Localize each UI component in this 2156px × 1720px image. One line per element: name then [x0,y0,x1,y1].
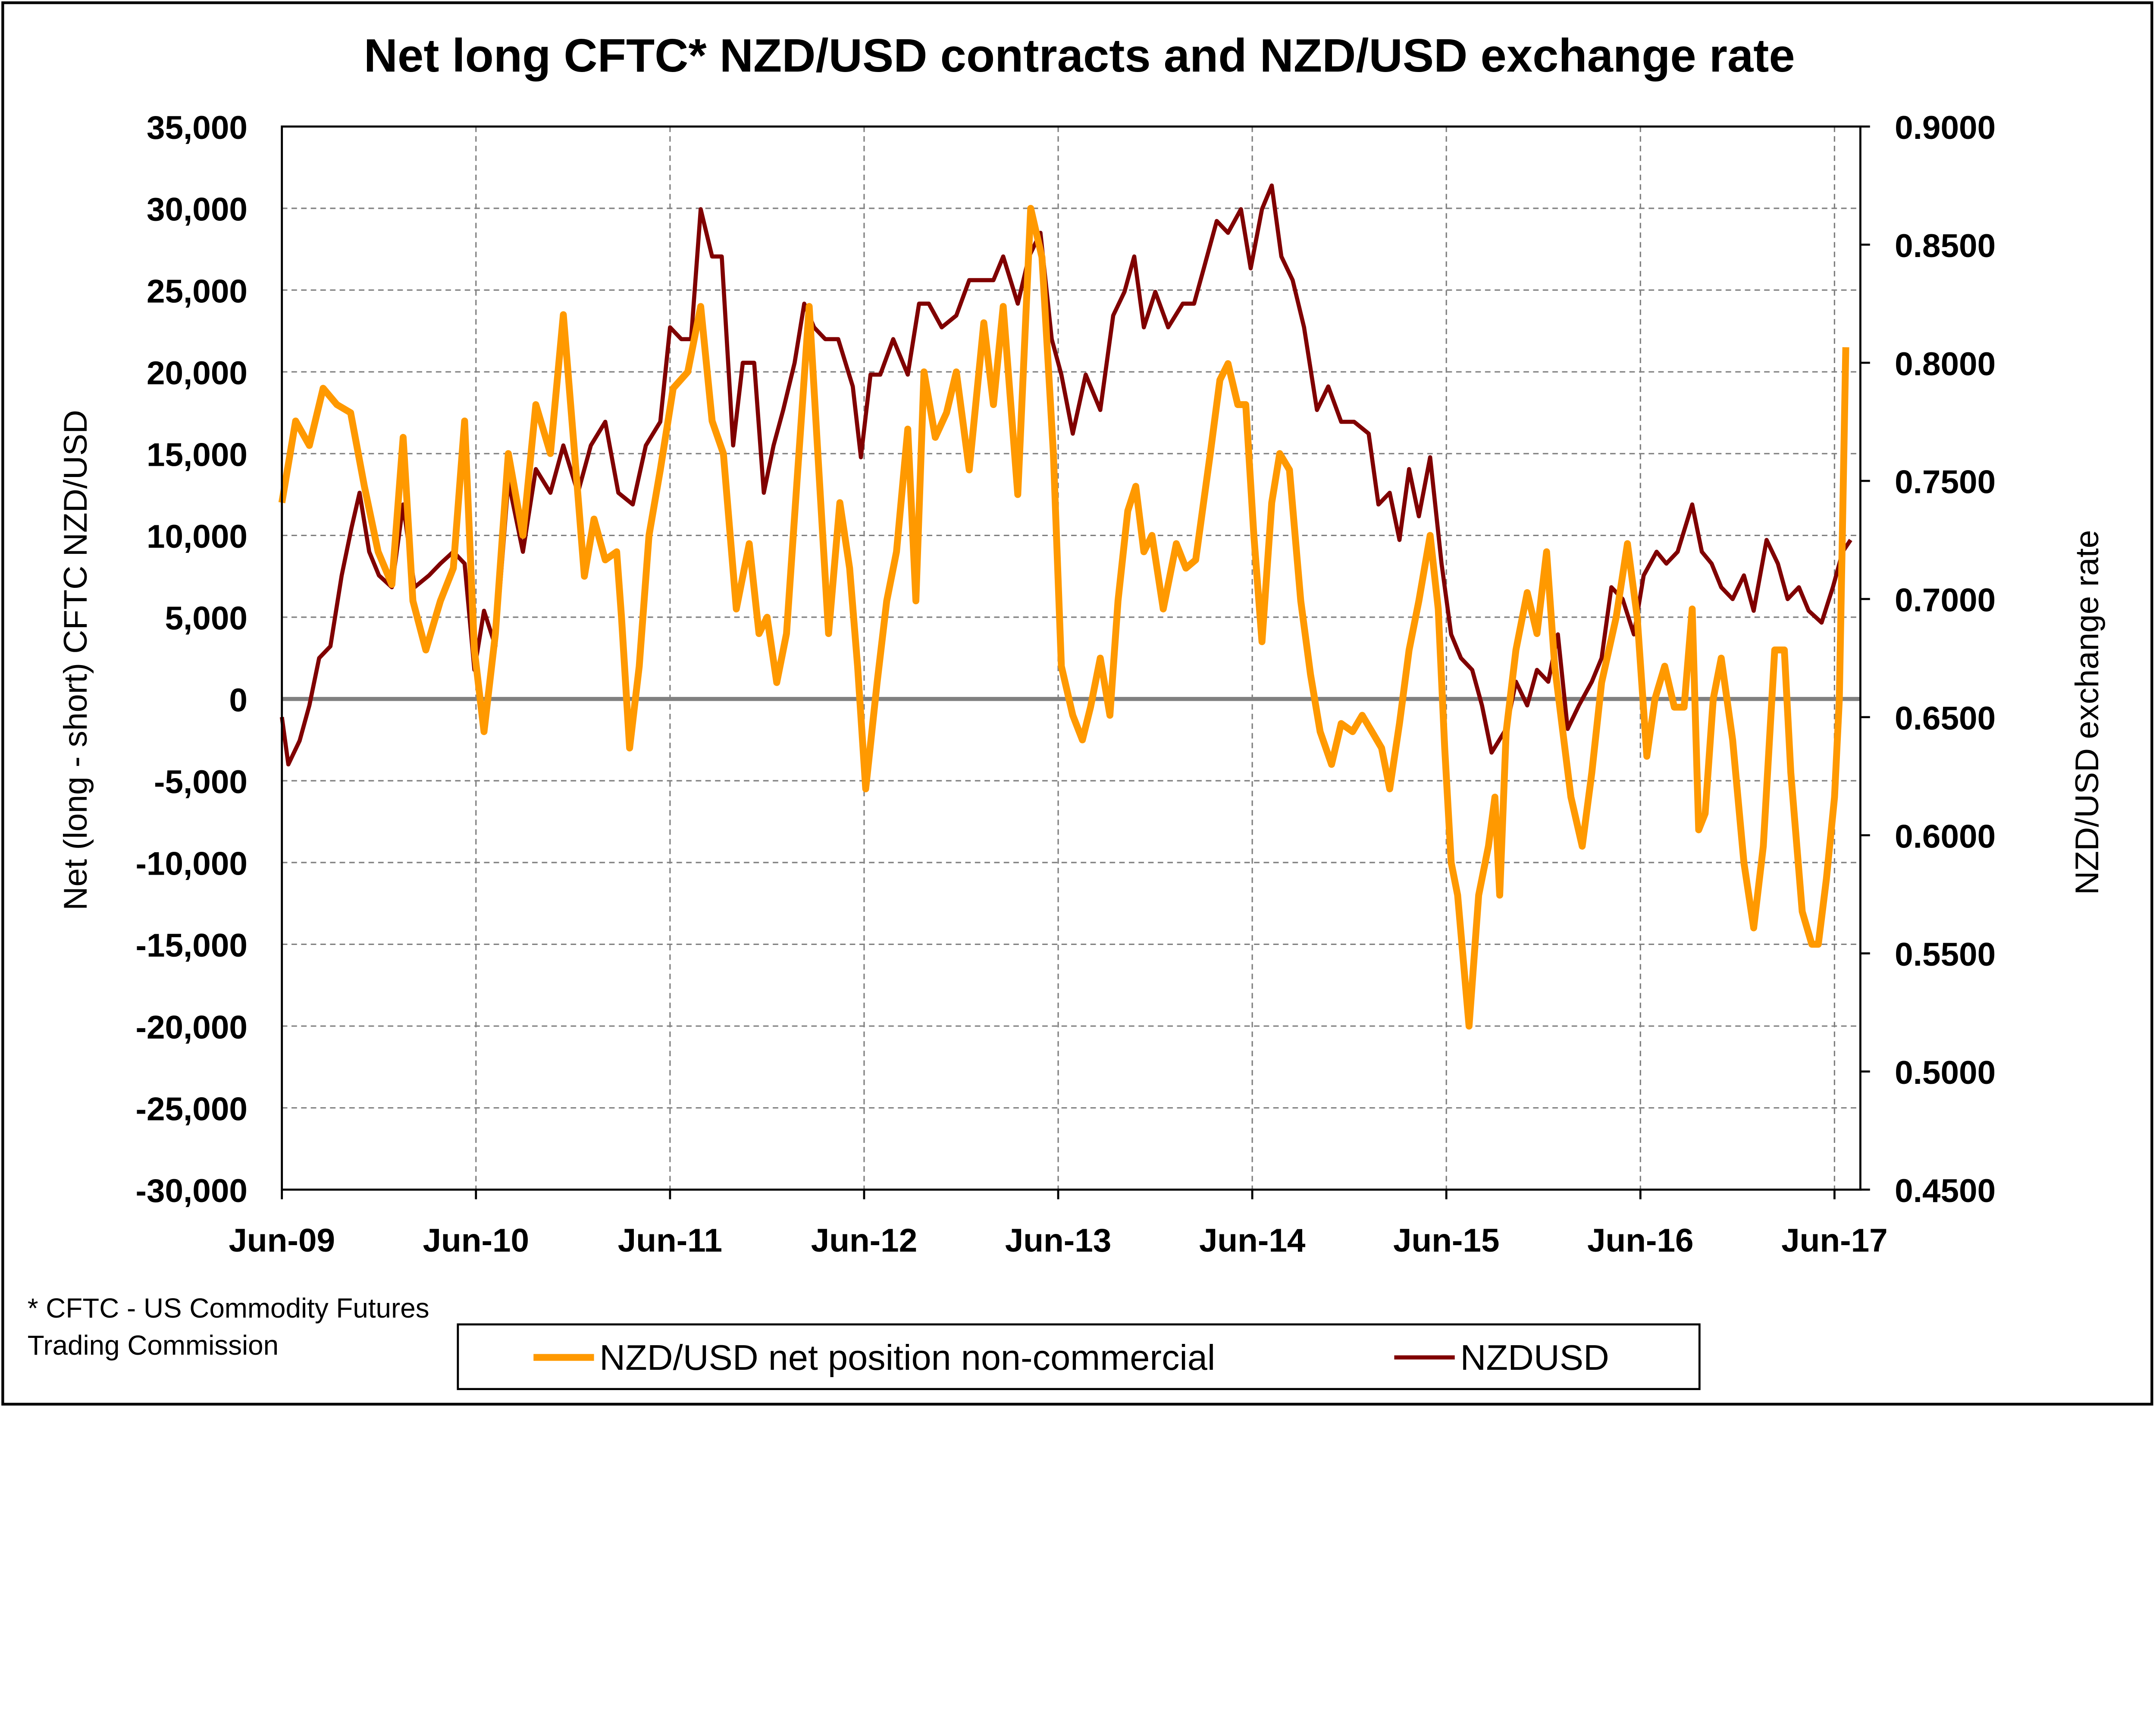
y-tick-label: -15,000 [135,927,248,964]
left-axis-ticks: 35,000 30,000 25,000 20,000 15,000 10,000 5,00… [135,110,248,1209]
x-tick-label: Jun-15 [1393,1222,1500,1259]
y-tick-label: -30,000 [135,1173,248,1209]
y2-tick-label: 0.6000 [1895,818,1996,855]
y2-tick-label: 0.8000 [1895,346,1996,383]
y-tick-label: -10,000 [135,846,248,882]
chart-title: Net long CFTC* NZD/USD contracts and NZD… [364,29,1795,82]
x-tick-label: Jun-16 [1587,1222,1694,1259]
net-position-line [278,205,1849,1030]
x-tick-label: Jun-12 [811,1222,918,1259]
nzdusd-line [279,183,1852,767]
y2-tick-label: 0.7000 [1895,582,1996,619]
legend: NZD/USD net position non-commercial NZDU… [457,1323,1701,1390]
y2-tick-label: 0.8500 [1895,228,1996,264]
y-tick-label: 25,000 [147,273,248,310]
footnote-line-1: * CFTC - US Commodity Futures [28,1293,429,1324]
chart: Net long CFTC* NZD/USD contracts and NZD… [1,1,2153,1406]
chart-border [1,1,2153,1406]
legend-label-nzdusd: NZDUSD [1460,1337,1609,1378]
y-tick-label: 0 [229,682,248,719]
y2-tick-label: 0.9000 [1895,110,1996,146]
y2-tick-label: 0.5500 [1895,936,1996,973]
y2-tick-label: 0.6500 [1895,700,1996,737]
x-tick-label: Jun-10 [423,1222,529,1259]
legend-box [457,1323,1701,1390]
x-tick-label: Jun-14 [1199,1222,1306,1259]
x-tick-label: Jun-09 [229,1222,335,1259]
footnote-line-2: Trading Commission [28,1330,279,1361]
y2-tick-label: 0.7500 [1895,464,1996,501]
y-tick-label: -25,000 [135,1091,248,1127]
legend-label-net-position: NZD/USD net position non-commercial [599,1337,1215,1378]
y-tick-label: 15,000 [147,437,248,474]
y2-tick-label: 0.4500 [1895,1173,1996,1209]
series-lines [278,183,1852,1030]
plot-area-border [281,125,1861,1191]
x-axis-ticks: Jun-09 Jun-10 Jun-11 Jun-12 Jun-13 Jun-14 Jun-… [229,1190,1888,1259]
y-tick-label: -5,000 [154,764,248,800]
x-tick-label: Jun-13 [1005,1222,1112,1259]
x-tick-label: Jun-11 [618,1222,722,1259]
right-axis-ticks: 0.9000 0.8500 0.8000 0.7500 0.7000 0.6500 0.60… [1860,110,1996,1209]
y-tick-label: -20,000 [135,1009,248,1046]
y-tick-label: 5,000 [165,600,248,637]
y-tick-label: 30,000 [147,191,248,228]
y-tick-label: 35,000 [147,110,248,146]
left-axis-label: Net (long - short) CFTC NZD/USD [57,410,94,910]
y-tick-label: 10,000 [147,518,248,555]
x-tick-label: Jun-17 [1781,1222,1888,1259]
y-tick-label: 20,000 [147,355,248,392]
right-axis-label: NZD/USD exchange rate [2069,530,2106,895]
y2-tick-label: 0.5000 [1895,1055,1996,1091]
